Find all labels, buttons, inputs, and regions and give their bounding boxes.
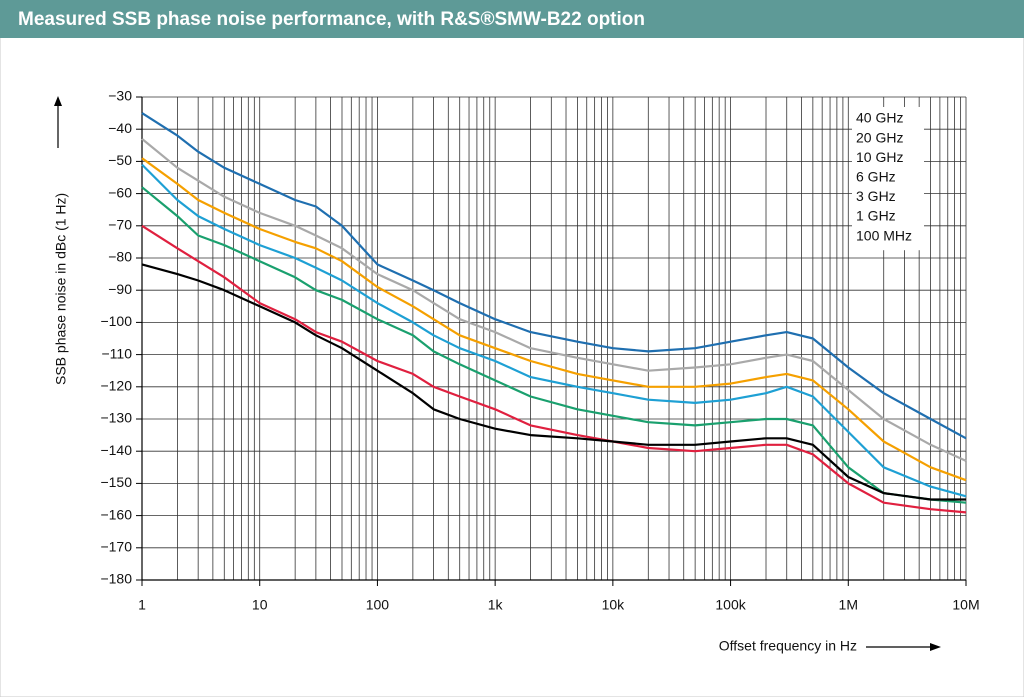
x-tick-label: 100k [715, 597, 746, 613]
y-tick-label: −130 [100, 410, 132, 426]
y-tick-label: −180 [100, 571, 132, 587]
legend-label: 10 GHz [856, 149, 903, 165]
x-axis-arrowhead [930, 643, 941, 651]
series-line [141, 224, 967, 514]
series-line [141, 112, 967, 440]
y-tick-label: −90 [108, 281, 132, 297]
x-tick-label: 1M [839, 597, 858, 613]
x-axis-label: Offset frequency in Hz [719, 638, 857, 654]
header-bar [0, 0, 1024, 38]
y-tick-label: −80 [108, 249, 132, 265]
x-tick-label: 10M [952, 597, 979, 613]
legend-box [852, 107, 924, 251]
legend-label: 6 GHz [856, 169, 896, 185]
y-tick-label: −140 [100, 442, 132, 458]
legend-label: 100 MHz [856, 227, 912, 243]
y-tick-label: −120 [100, 378, 132, 394]
y-tick-label: −100 [100, 313, 132, 329]
y-tick-label: −50 [108, 152, 132, 168]
y-tick-label: −150 [100, 474, 132, 490]
x-tick-label: 10 [252, 597, 268, 613]
y-tick-label: −160 [100, 506, 132, 522]
x-tick-label: 10k [602, 597, 626, 613]
y-axis-label: SSB phase noise in dBc (1 Hz) [53, 193, 69, 385]
y-tick-label: −40 [108, 120, 132, 136]
y-tick-label: −30 [108, 88, 132, 104]
series-line [141, 163, 967, 498]
y-axis-arrowhead [54, 96, 62, 106]
x-tick-label: 1k [488, 597, 504, 613]
chart-title: Measured SSB phase noise performance, wi… [18, 9, 645, 30]
legend-label: 40 GHz [856, 110, 903, 126]
y-tick-label: −60 [108, 184, 132, 200]
series-line [141, 186, 967, 504]
series-line [141, 157, 967, 482]
y-tick-label: −110 [102, 345, 133, 361]
legend-label: 20 GHz [856, 129, 903, 145]
legend-label: 3 GHz [856, 188, 896, 204]
series-line [141, 138, 967, 462]
series-line [141, 263, 966, 501]
y-tick-label: −70 [108, 217, 132, 233]
legend-label: 1 GHz [856, 208, 896, 224]
x-tick-label: 1 [138, 597, 146, 613]
x-tick-label: 100 [366, 597, 390, 613]
y-tick-label: −170 [100, 539, 132, 555]
